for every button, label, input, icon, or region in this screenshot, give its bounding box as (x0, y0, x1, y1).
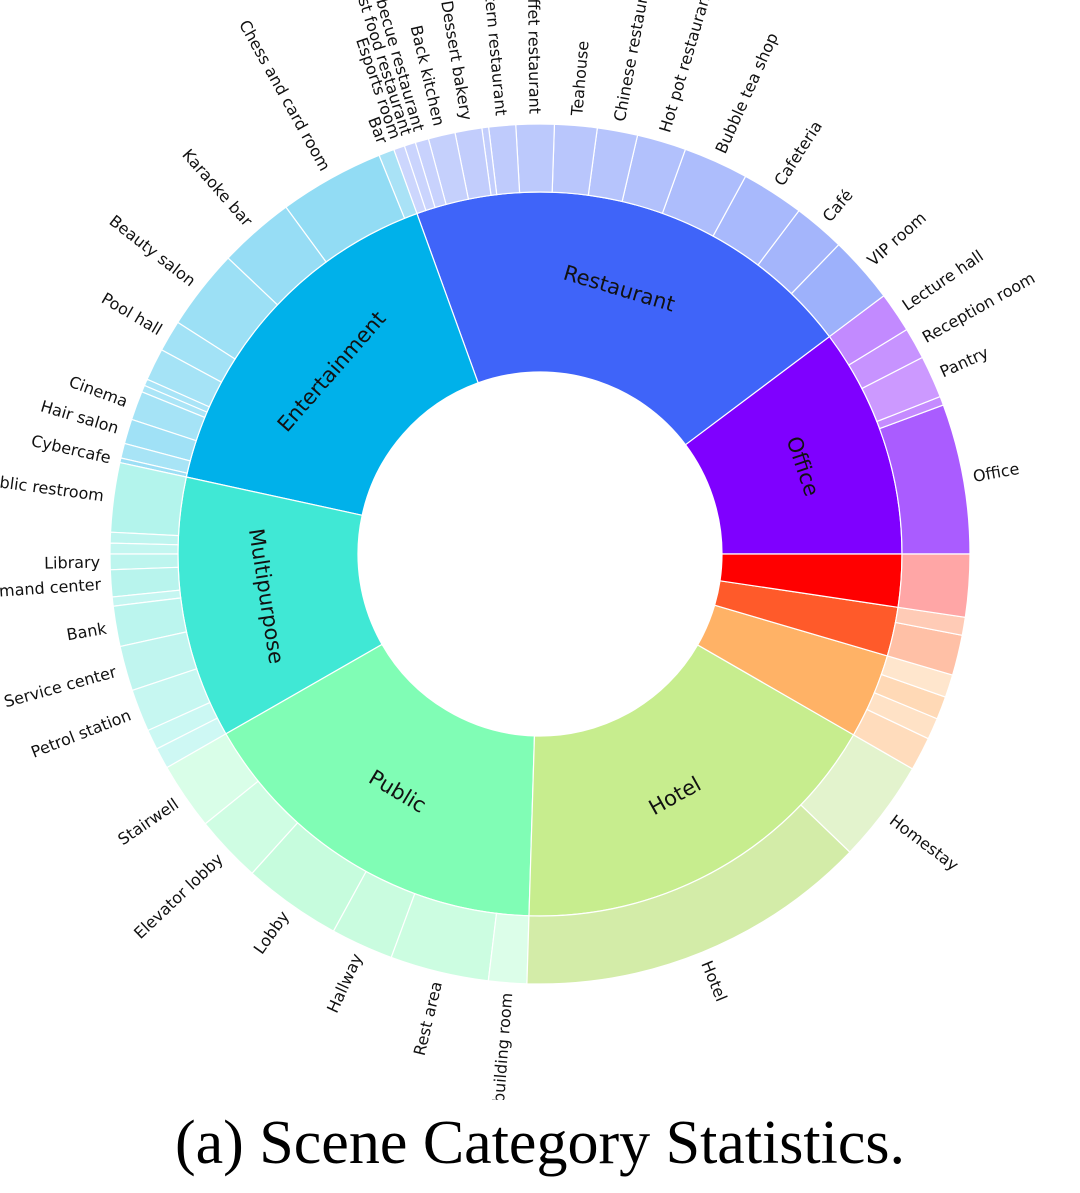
outer-label-teahouse: Teahouse (567, 40, 592, 117)
outer-label-caf: Café (819, 186, 857, 226)
outer-label-chinese-restaurant: Chinese restaurant (610, 0, 656, 123)
outer-label-elevator-lobby: Elevator lobby (130, 850, 227, 943)
outer-label-bubble-tea-shop: Bubble tea shop (711, 30, 782, 157)
outer-label-stairwell: Stairwell (114, 794, 182, 849)
outer-label-cafeteria: Cafeteria (770, 117, 826, 189)
outer-label-rest-area: Rest area (410, 979, 446, 1057)
outer-label-party-building-room: Party building room (486, 992, 517, 1100)
outer-label-command-center: Command center (0, 575, 102, 603)
outer-label-public-restroom: Public restroom (0, 470, 105, 505)
outer-label-hallway: Hallway (323, 951, 366, 1016)
sunburst-segments (109, 123, 971, 985)
outer-label-karaoke-bar: Karaoke bar (178, 145, 256, 230)
outer-label-bank: Bank (65, 619, 109, 645)
outer-label-hot-pot-restaurant: Hot pot restaurant (655, 0, 715, 135)
outer-label-vip-room: VIP room (863, 208, 929, 270)
outer-label-office: Office (971, 459, 1020, 486)
outer-label-hotel: Hotel (697, 958, 731, 1004)
outer-label-buffet-restaurant: Buffet restaurant (524, 0, 545, 114)
outer-label-chess-and-card-room: Chess and card room (235, 17, 334, 174)
outer-label-petrol-station: Petrol station (28, 705, 133, 761)
outer-segment-buffet-restaurant (515, 123, 556, 194)
outer-label-pantry: Pantry (937, 343, 991, 381)
outer-segment-red-segment-1 (897, 553, 971, 618)
figure-caption: (a) Scene Category Statistics. (174, 1109, 905, 1177)
outer-label-homestay: Homestay (886, 811, 962, 875)
outer-segment-multipurpose-segment-3 (109, 542, 179, 555)
outer-label-lobby: Lobby (250, 907, 293, 957)
outer-label-cybercafe: Cybercafe (30, 431, 113, 467)
outer-label-library: Library (44, 553, 100, 573)
outer-label-western-restaurant: Western restaurant (478, 0, 510, 117)
outer-label-service-center: Service center (2, 662, 119, 711)
outer-label-beauty-salon: Beauty salon (106, 211, 200, 290)
outer-label-pool-hall: Pool hall (98, 289, 165, 339)
